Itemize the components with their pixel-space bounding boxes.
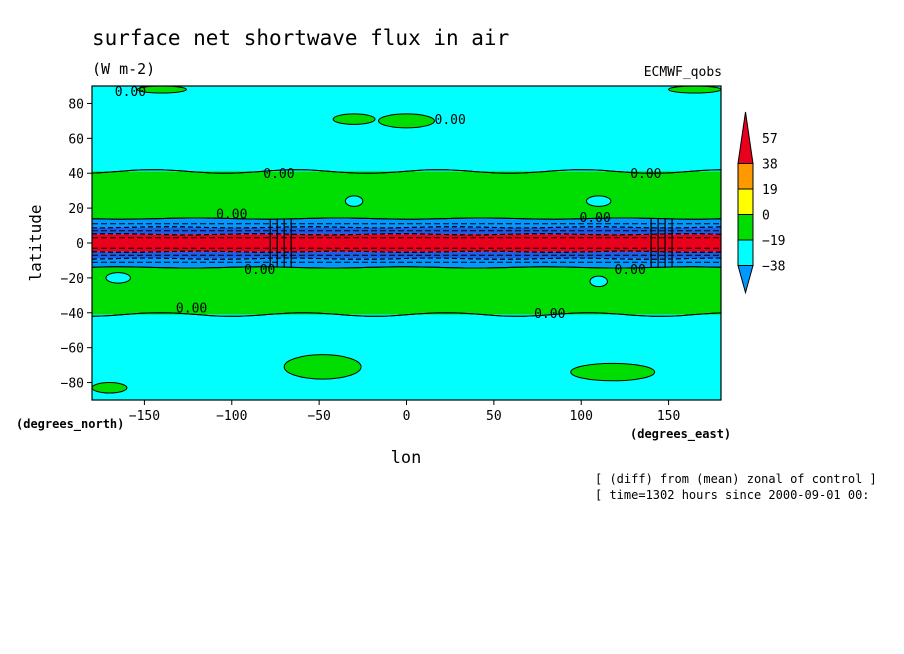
colorbar-swatch [737, 163, 754, 190]
colorbar-swatch [737, 214, 754, 241]
field-patch [585, 195, 612, 207]
contour-label: 0.00 [580, 211, 611, 226]
y-tick-label: 0 [76, 237, 84, 252]
x-axis-label: lon [391, 448, 422, 468]
field-patch [332, 113, 376, 125]
y-axis: 80 60 40 20 0 −20 −40 −60 −80 [61, 97, 92, 392]
field-patch [668, 85, 722, 94]
colorbar-label: −38 [762, 260, 785, 275]
contour-label: 0.00 [263, 167, 294, 182]
latitude-band [92, 234, 721, 252]
contour-label: 0.00 [630, 167, 661, 182]
contour-label: 0.00 [216, 207, 247, 222]
colorbar-swatch [737, 265, 754, 295]
latitude-band [92, 171, 721, 219]
contour-label: 0.00 [614, 263, 645, 278]
contour-label: 0.00 [244, 263, 275, 278]
contour-lines [91, 169, 722, 317]
latitude-band [92, 227, 721, 235]
colorbar-swatch [737, 111, 754, 164]
x-axis: −150 −100 −50 0 50 100 150 [129, 400, 680, 424]
colorbar-swatch [737, 188, 754, 215]
contour-line [91, 217, 722, 220]
x-tick-label: 50 [486, 409, 502, 424]
y-tick-label: −80 [61, 377, 84, 392]
contour-label: 0.00 [534, 307, 565, 322]
contour-labels: 0.00 0.00 0.00 0.00 0.00 0.00 0.00 0.00 0.00 0.00 [115, 85, 662, 322]
contour-line [91, 169, 722, 174]
field-patch [378, 113, 435, 129]
chart-title: surface net shortwave flux in air [92, 26, 509, 50]
note-line-1: [ (diff) from (mean) zonal of control ] [595, 472, 877, 486]
y-tick-label: −60 [61, 342, 84, 357]
colorbar-label: −19 [762, 234, 785, 249]
field-patch [283, 354, 362, 380]
contour-label: 0.00 [115, 85, 146, 100]
x-tick-label: 0 [403, 409, 411, 424]
field-patch [589, 275, 608, 288]
latitude-band [92, 314, 721, 400]
field-patch [91, 382, 128, 394]
contour-label: 0.00 [176, 302, 207, 317]
colorbar-label: 57 [762, 132, 778, 147]
y-tick-label: 40 [68, 167, 84, 182]
contour-label: 0.00 [435, 113, 466, 128]
x-tick-label: 150 [657, 409, 680, 424]
contour-line [92, 226, 722, 229]
y-tick-label: −40 [61, 307, 84, 322]
field-patch [105, 272, 131, 284]
y-tick-label: 60 [68, 132, 84, 147]
x-unit-label: (degrees_east) [630, 427, 731, 442]
colorbar-label: 0 [762, 209, 770, 224]
y-tick-label: 20 [68, 202, 84, 217]
chart-units: (W m-2) [92, 60, 155, 78]
plot-area: 0.00 0.00 0.00 0.00 0.00 0.00 0.00 0.00 0.00 0.00 [91, 85, 722, 401]
dataset-label: ECMWF_qobs [644, 65, 722, 80]
latitude-band [92, 251, 721, 259]
x-tick-label: −50 [307, 409, 330, 424]
contour-line [91, 233, 722, 236]
latitude-band [92, 267, 721, 315]
colorbar: 57 38 19 0 −19 −38 [737, 111, 785, 295]
y-tick-label: −20 [61, 272, 84, 287]
x-tick-label: −100 [216, 409, 247, 424]
contour-line [91, 266, 722, 269]
x-tick-label: −150 [129, 409, 160, 424]
field-patch [344, 195, 364, 207]
latitude-band [92, 218, 721, 228]
field-patch [570, 362, 656, 382]
contour-line [91, 250, 722, 253]
colorbar-label: 19 [762, 183, 778, 198]
latitude-bands [92, 86, 721, 400]
colorbar-label: 38 [762, 158, 778, 173]
note-line-2: [ time=1302 hours since 2000-09-01 00: [595, 488, 870, 502]
contour-line [91, 257, 721, 260]
latitude-band [92, 258, 721, 268]
x-tick-label: 100 [569, 409, 592, 424]
y-axis-label: latitude [26, 204, 45, 281]
contour-line [91, 312, 722, 317]
latitude-band [92, 86, 721, 172]
y-unit-label: (degrees_north) [16, 417, 124, 432]
y-tick-label: 80 [68, 97, 84, 112]
field-patches [91, 85, 722, 394]
colorbar-swatch [737, 239, 754, 266]
